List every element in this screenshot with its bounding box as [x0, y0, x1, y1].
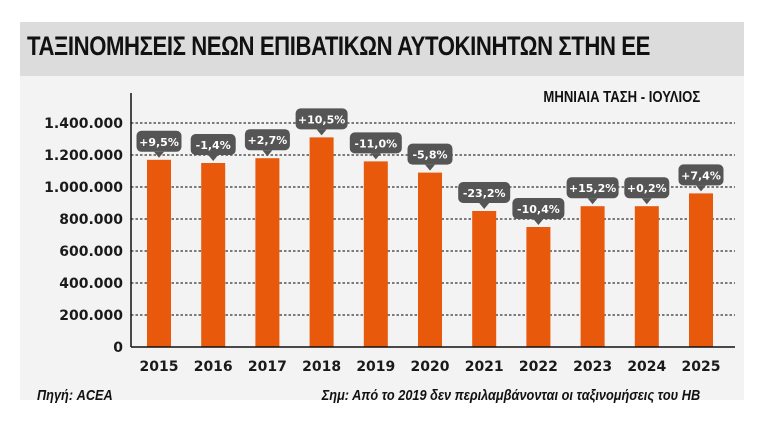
bar [526, 227, 551, 347]
data-label: -11,0% [354, 137, 397, 150]
data-label: +15,2% [569, 182, 616, 195]
data-label-bubble [190, 134, 236, 155]
data-label-pointer [208, 155, 219, 161]
data-label-pointer [696, 185, 706, 192]
y-tick-label: 1.000.000 [44, 180, 123, 196]
data-label: -10,4% [517, 203, 560, 216]
data-label-bubble [407, 143, 453, 165]
y-tick-label: 1.200.000 [44, 148, 123, 164]
data-label: -1,4% [196, 139, 231, 152]
bar [363, 161, 388, 347]
data-label-pointer [370, 153, 381, 160]
bar [689, 193, 713, 347]
bar [472, 211, 497, 347]
data-label-pointer [479, 203, 490, 209]
data-label-bubble [458, 182, 511, 203]
x-tick-label: 2023 [573, 359, 612, 375]
footnote: Σημ: Από το 2019 δεν περιλαμβάνονται οι … [321, 387, 700, 404]
data-label-bubble [349, 132, 402, 154]
x-tick-label: 2018 [302, 359, 341, 375]
x-tick-label: 2025 [682, 359, 721, 375]
data-label: -23,2% [463, 187, 506, 200]
x-tick-label: 2021 [465, 359, 504, 375]
data-label-bubble [624, 177, 670, 199]
data-label-pointer [641, 198, 652, 205]
data-label-bubble [136, 130, 182, 152]
bar [309, 137, 334, 347]
bar [255, 158, 280, 347]
bar [634, 206, 659, 347]
data-label-bubble [244, 129, 290, 151]
y-tick-label: 800.000 [59, 212, 123, 228]
data-label-pointer [533, 219, 544, 225]
y-tick-label: 200.000 [59, 308, 123, 324]
data-label: -5,8% [412, 149, 447, 162]
data-label: +9,5% [139, 136, 179, 149]
title-bar [20, 22, 744, 76]
data-label: +10,5% [298, 113, 345, 126]
chart-subtitle: ΜΗΝΙΑΙΑ ΤΑΣΗ - ΙΟΥΛΙΟΣ [543, 89, 700, 106]
bar [418, 172, 442, 347]
x-tick-label: 2017 [248, 359, 287, 375]
y-tick-label: 600.000 [59, 244, 123, 260]
data-label-bubble [512, 198, 565, 219]
data-label: +2,7% [248, 134, 288, 147]
data-label-pointer [425, 164, 435, 171]
bar [201, 163, 226, 347]
bar [147, 159, 171, 347]
x-tick-label: 2015 [140, 359, 179, 375]
x-tick-label: 2016 [194, 359, 233, 375]
x-tick-label: 2022 [519, 359, 558, 375]
data-label-bubble [678, 164, 724, 186]
x-tick-label: 2024 [627, 359, 666, 375]
data-label-pointer [154, 151, 164, 158]
data-label-pointer [262, 150, 273, 157]
x-tick-label: 2019 [356, 359, 395, 375]
y-tick-label: 1.400.000 [44, 116, 123, 132]
source-note: Πηγή: ACEA [37, 387, 113, 404]
data-label-pointer [316, 129, 327, 136]
y-tick-label: 400.000 [59, 276, 123, 292]
x-tick-label: 2020 [411, 359, 450, 375]
data-label-bubble [566, 177, 619, 199]
y-tick-label: 0 [113, 340, 123, 356]
data-label-pointer [587, 198, 598, 205]
bar [580, 206, 605, 347]
data-label-bubble [295, 108, 348, 130]
chart-title: ΤΑΞΙΝΟΜΗΣΕΙΣ ΝΕΩΝ ΕΠΙΒΑΤΙΚΩΝ ΑΥΤΟΚΙΝΗΤΩΝ… [27, 31, 651, 61]
data-label: +0,2% [627, 182, 667, 195]
data-label: +7,4% [681, 169, 721, 182]
